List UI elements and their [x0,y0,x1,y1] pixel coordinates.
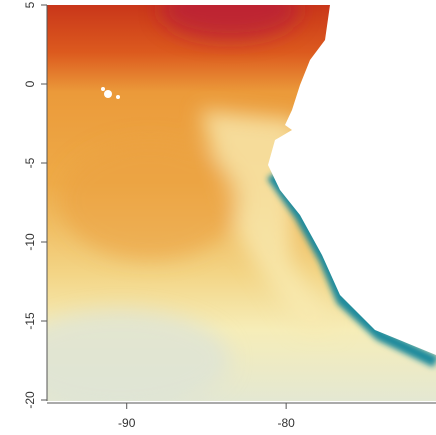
x-tick-label: -80 [277,416,295,430]
x-tick-label: -90 [118,416,136,430]
y-tick-label: 0 [23,80,37,87]
y-tick-label: -15 [23,312,37,330]
y-tick-label: -20 [23,391,37,409]
y-tick-label: -10 [23,233,37,251]
y-tick-label: -5 [23,157,37,168]
sst-field [47,5,436,401]
y-tick-label: 5 [23,1,37,8]
